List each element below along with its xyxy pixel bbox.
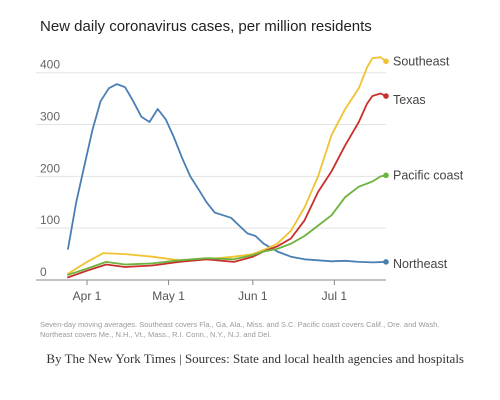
- x-tick-label: Jun 1: [238, 289, 268, 303]
- chart-title: New daily coronavirus cases, per million…: [40, 18, 372, 35]
- series-line-northeast: [67, 83, 387, 264]
- series-label-texas: Texas: [393, 93, 426, 107]
- y-tick-label: 100: [40, 213, 60, 227]
- series-line-southeast: [67, 56, 387, 275]
- y-tick-label: 200: [40, 161, 60, 175]
- series-end-dot-southeast: [383, 58, 389, 65]
- series-line-pacific-coast: [67, 174, 387, 276]
- series-label-southeast: Southeast: [393, 54, 450, 68]
- y-tick-label: 0: [40, 265, 47, 279]
- x-tick-label: Apr 1: [73, 289, 102, 303]
- line-chart: 0 100 200 300 400 Apr 1 May 1 Jun 1 Jul 1 Northea…: [36, 54, 464, 303]
- series-label-northeast: Northeast: [393, 257, 448, 271]
- series-line-texas: [67, 92, 387, 279]
- x-tick-label: May 1: [152, 289, 185, 303]
- y-tick-label: 400: [40, 58, 60, 72]
- series-end-dot-pacific-coast: [383, 172, 389, 179]
- series-end-dot-northeast: [383, 259, 389, 265]
- series-label-pacific-coast: Pacific coast: [393, 168, 464, 182]
- y-tick-label: 300: [40, 110, 60, 124]
- x-tick-label: Jul 1: [322, 289, 348, 303]
- source-credit: By The New York Times | Sources: State a…: [46, 351, 464, 366]
- chart-footnote: Seven-day moving averages. Southeast cov…: [40, 320, 440, 339]
- series-end-dot-texas: [383, 93, 389, 99]
